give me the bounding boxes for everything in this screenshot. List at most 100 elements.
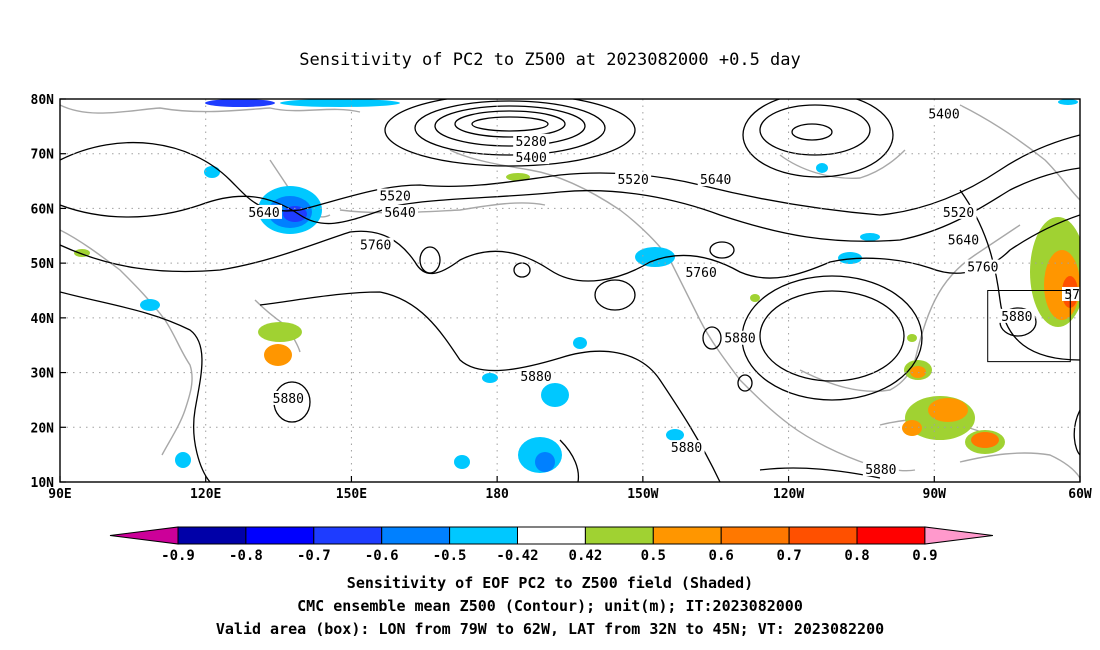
contour-atlantic-2 [1073, 409, 1080, 456]
colorbar-label: -0.8 [229, 548, 263, 564]
contour-label-bg [518, 369, 554, 384]
contour-low-pacific-2 [454, 110, 566, 138]
shade-pacific-5 [573, 337, 587, 349]
shade-gl-2 [860, 233, 880, 241]
contour-label: 5400 [928, 107, 959, 122]
contour-label: 5880 [724, 332, 755, 347]
colorbar-label: 0.7 [776, 548, 801, 564]
colorbar: -0.9 -0.8 -0.7 -0.6 -0.5 -0.42 0.42 0.5 0.6 0.7 0.… [109, 526, 993, 564]
caption-line-3: Valid area (box): LON from 79W to 62W, L… [215, 620, 885, 638]
lat-tick-label: 20N [31, 421, 55, 436]
contour-label-bg [722, 330, 758, 345]
contour-label-bg [683, 265, 720, 280]
coastline-alaska [449, 149, 671, 261]
contour-label: 5880 [520, 370, 551, 385]
colorbar-swatch [313, 526, 383, 545]
lon-tick-label: 120W [773, 487, 804, 502]
colorbar-swatch [381, 526, 451, 545]
contour-label: 5520 [943, 206, 974, 221]
contour-label: 5280 [515, 135, 546, 150]
shade-top-left [205, 99, 275, 107]
contour-label: 5640 [248, 206, 279, 221]
shade-pacific-3 [482, 373, 498, 383]
contour-label-bg [697, 172, 734, 187]
colorbar-high-arrow [924, 526, 993, 545]
height-contours [60, 99, 1080, 482]
contour-5520-line [60, 134, 1080, 216]
contour-label-bg [377, 188, 414, 203]
shade-caribbean-orange [928, 398, 968, 422]
colorbar-label: -0.5 [433, 548, 467, 564]
caption-line-2: CMC ensemble mean Z500 (Contour); unit(m… [297, 597, 803, 615]
contour-5880-line [60, 291, 211, 482]
map-frame [59, 98, 1081, 483]
shade-pacific-4 [454, 455, 470, 469]
lon-tick-label: 150E [336, 487, 367, 502]
contour-label-bg [357, 237, 394, 252]
figure-title: Sensitivity of PC2 to Z500 at 2023082000… [299, 50, 801, 70]
graticule [60, 99, 1080, 482]
contour-low-pacific-1 [471, 116, 549, 132]
coastline-hudson [779, 149, 906, 179]
contour-label-bg [615, 172, 652, 187]
contour-label-bg [513, 150, 550, 165]
contour-label-bg [940, 204, 977, 219]
contour-low-canada-3 [742, 99, 894, 178]
shade-box-green [907, 334, 917, 342]
shade-small-2 [140, 299, 160, 311]
shade-canada [816, 163, 828, 173]
contour-label-bg [862, 462, 899, 477]
contour-5640-line [60, 167, 1080, 242]
contour-low-canada-2 [759, 104, 871, 156]
shade-top-right [1058, 99, 1078, 105]
lon-tick-label: 60W [1068, 487, 1092, 502]
shade-alaska-green [506, 173, 530, 181]
colorbar-label: 0.9 [912, 548, 937, 564]
colorbar-label: 0.42 [569, 548, 603, 564]
colorbar-swatch [652, 526, 722, 545]
contour-label-bg [382, 204, 418, 219]
valid-area-box [987, 290, 1071, 363]
latitude-labels: 80N 70N 60N 50N 40N 30N 20N 10N [31, 93, 66, 491]
lon-tick-label: 180 [485, 487, 509, 502]
colorbar-swatch [584, 526, 654, 545]
contour-small-1 [419, 246, 441, 274]
lat-tick-label: 80N [31, 93, 55, 108]
contour-label: 5880 [865, 463, 896, 478]
shade-japan-green [258, 322, 302, 342]
colorbar-label: 0.8 [844, 548, 869, 564]
contour-label-bg [945, 232, 982, 247]
lon-tick-label: 150W [627, 487, 658, 502]
contour-low-pacific-4 [414, 100, 606, 156]
lat-tick-label: 70N [31, 148, 55, 163]
shade-pacific-2-inner [535, 452, 555, 472]
contour-low-pacific-5 [384, 99, 636, 167]
colorbar-swatch [245, 526, 315, 545]
contour-label: 5640 [700, 173, 731, 188]
contour-label-bg [964, 259, 1001, 274]
shade-bc [635, 247, 675, 267]
shade-japan-orange [264, 344, 292, 366]
shade-pacific-6 [666, 429, 684, 441]
contour-label-bg [668, 440, 705, 455]
colorbar-swatch [517, 526, 586, 545]
colorbar-swatch [788, 526, 858, 545]
contour-label-bg [998, 308, 1035, 323]
contour-small-6 [737, 374, 753, 392]
coastline-south-america [959, 452, 1080, 479]
contour-high-na [759, 290, 905, 382]
contour-label-bg [926, 106, 962, 121]
contour-label: 5760 [360, 239, 391, 254]
shade-top-mid [280, 99, 400, 107]
contour-label-bg [270, 390, 307, 405]
lat-tick-label: 40N [31, 312, 55, 327]
lat-tick-label: 10N [31, 476, 55, 491]
coastline-greenland [959, 104, 1080, 201]
contour-label: 5520 [379, 189, 410, 204]
contour-label: 5640 [948, 233, 979, 248]
colorbar-label: -0.7 [297, 548, 331, 564]
contour-5880-line-3 [559, 439, 580, 482]
contour-label: 5880 [1001, 310, 1032, 325]
